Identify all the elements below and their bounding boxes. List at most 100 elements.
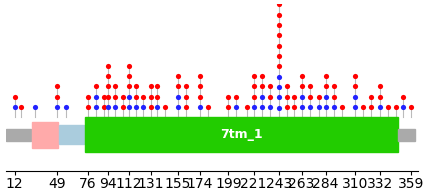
Point [352, 74, 359, 78]
Point [330, 85, 337, 88]
Point [139, 105, 146, 109]
Point [250, 74, 257, 78]
Point [250, 85, 257, 88]
Bar [86, 117, 398, 152]
Point [112, 85, 119, 88]
Point [385, 105, 392, 108]
Point [266, 85, 273, 88]
Point [84, 105, 91, 109]
Point [408, 105, 415, 108]
Point [139, 95, 146, 98]
Point [352, 105, 359, 109]
Point [266, 105, 273, 109]
Bar [32, 121, 58, 148]
Point [275, 85, 282, 89]
Point [315, 95, 322, 98]
Point [53, 105, 60, 109]
Point [53, 85, 60, 88]
Point [11, 95, 18, 98]
Point [352, 85, 359, 88]
Point [147, 85, 154, 88]
Point [225, 95, 232, 98]
Point [132, 85, 139, 88]
Point [132, 105, 139, 109]
Point [377, 95, 384, 98]
Point [183, 95, 190, 98]
Point [258, 105, 265, 109]
Point [154, 85, 161, 88]
Point [84, 95, 91, 98]
Point [105, 64, 112, 67]
Point [306, 85, 313, 88]
Point [393, 105, 400, 108]
Point [132, 95, 139, 98]
Text: 7tm_1: 7tm_1 [220, 128, 263, 141]
Point [112, 105, 119, 109]
Point [243, 105, 250, 108]
Point [306, 95, 313, 98]
Point [100, 95, 107, 98]
Point [377, 105, 384, 109]
Point [105, 74, 112, 78]
Point [233, 95, 240, 98]
Point [377, 85, 384, 88]
Point [330, 105, 337, 109]
Point [258, 74, 265, 78]
Point [306, 105, 313, 109]
Point [258, 95, 265, 98]
Point [162, 105, 169, 108]
Point [330, 95, 337, 98]
Point [92, 105, 99, 109]
Point [275, 75, 282, 78]
Point [126, 74, 132, 78]
Point [368, 95, 375, 98]
Point [18, 105, 25, 108]
Point [197, 85, 203, 88]
Point [147, 95, 154, 98]
Point [105, 85, 112, 88]
Point [126, 106, 132, 109]
Point [400, 95, 407, 98]
Point [197, 74, 203, 78]
Point [275, 106, 282, 109]
Point [32, 105, 39, 108]
Bar [398, 129, 415, 141]
Point [258, 85, 265, 88]
Point [175, 74, 181, 78]
Point [11, 105, 18, 109]
Point [322, 95, 329, 98]
Point [275, 96, 282, 99]
Point [275, 65, 282, 68]
Point [283, 95, 290, 98]
Point [197, 105, 203, 109]
Point [183, 105, 190, 109]
Point [120, 105, 126, 109]
Point [322, 85, 329, 88]
Point [368, 105, 375, 109]
Point [322, 74, 329, 78]
Point [175, 95, 181, 98]
Point [352, 95, 359, 98]
Point [360, 105, 367, 108]
Point [175, 105, 181, 109]
Point [112, 95, 119, 98]
Point [290, 105, 297, 109]
Point [315, 105, 322, 109]
Bar [59, 125, 84, 144]
Point [283, 105, 290, 109]
Point [275, 44, 282, 47]
Point [290, 95, 297, 98]
Point [100, 105, 107, 109]
Point [250, 95, 257, 98]
Point [275, 34, 282, 37]
Point [120, 95, 126, 98]
Point [197, 95, 203, 98]
Point [175, 85, 181, 88]
Point [154, 95, 161, 98]
Point [233, 105, 240, 109]
Bar [6, 129, 31, 141]
Point [338, 105, 345, 108]
Point [126, 95, 132, 98]
Point [92, 85, 99, 88]
Point [154, 105, 161, 109]
